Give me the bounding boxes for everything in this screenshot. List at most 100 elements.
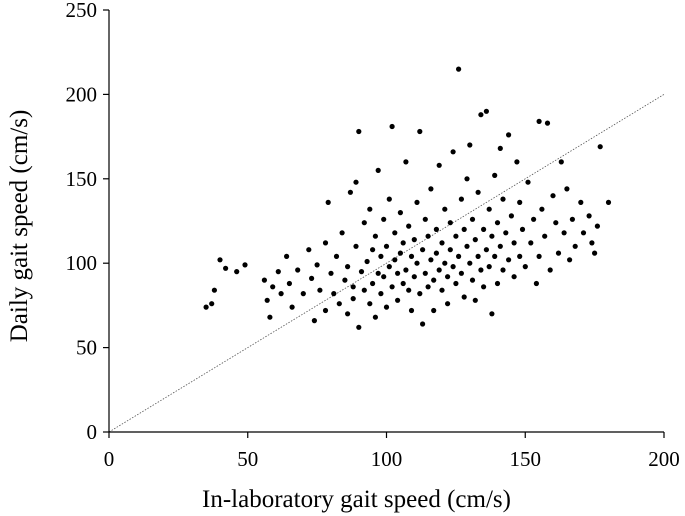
data-points-layer (203, 66, 612, 330)
data-point (234, 269, 240, 275)
y-tick-label: 200 (66, 82, 98, 106)
data-point (433, 226, 439, 232)
data-point (500, 196, 506, 202)
data-point (431, 307, 437, 314)
data-point (411, 237, 417, 243)
data-point (561, 230, 567, 236)
data-point (361, 287, 367, 293)
data-point (511, 240, 517, 246)
data-point (597, 144, 603, 150)
data-point (511, 274, 517, 280)
data-point (367, 301, 373, 307)
data-point (356, 324, 362, 330)
data-point (469, 277, 476, 283)
data-point (278, 291, 284, 297)
data-point (345, 311, 351, 317)
y-tick-label: 250 (66, 0, 98, 22)
data-point (406, 287, 412, 293)
data-point (531, 216, 537, 222)
data-point (406, 223, 412, 229)
data-point (370, 247, 376, 253)
data-point (347, 189, 353, 195)
data-point (569, 216, 576, 222)
data-point (478, 267, 484, 273)
y-tick-label: 0 (87, 420, 98, 444)
data-point (442, 206, 448, 212)
data-point (325, 199, 331, 205)
data-point (508, 213, 514, 219)
data-point (580, 230, 587, 236)
data-point (342, 277, 348, 283)
data-point (386, 196, 392, 202)
y-axis-title: Daily gait speed (cm/s) (6, 110, 33, 343)
data-point (589, 240, 595, 246)
data-point (536, 118, 542, 124)
data-point (400, 240, 406, 246)
data-point (442, 260, 448, 266)
identity-line-layer (108, 94, 665, 433)
data-point (306, 247, 312, 253)
data-point (489, 311, 495, 317)
data-point (414, 199, 420, 205)
data-point (428, 257, 434, 263)
data-point (209, 301, 215, 307)
y-tick-label: 150 (66, 167, 98, 191)
data-point (475, 189, 481, 195)
data-point (425, 233, 431, 239)
data-point (592, 250, 598, 256)
data-point (309, 275, 315, 281)
data-point (217, 257, 223, 263)
data-point (350, 296, 356, 302)
data-point (458, 270, 464, 276)
data-point (322, 240, 329, 246)
data-point (594, 223, 601, 229)
data-point (286, 280, 292, 287)
data-point (489, 233, 495, 239)
data-point (481, 284, 487, 290)
data-point (469, 216, 476, 222)
data-point (483, 108, 489, 114)
data-point (564, 186, 570, 192)
data-point (578, 199, 584, 205)
data-point (539, 206, 545, 212)
data-point (475, 253, 481, 259)
data-point (375, 270, 381, 276)
data-point (311, 318, 317, 324)
data-point (261, 277, 267, 283)
data-point (586, 213, 592, 219)
data-point (345, 264, 351, 270)
data-point (497, 243, 503, 249)
data-point (497, 145, 503, 151)
data-point (383, 304, 390, 310)
data-point (456, 66, 462, 72)
y-tick-label: 100 (66, 251, 98, 275)
data-point (408, 253, 415, 259)
data-point (392, 230, 398, 236)
data-point (397, 210, 403, 216)
data-point (494, 220, 501, 226)
data-point (270, 284, 276, 290)
data-point (223, 265, 229, 271)
data-point (433, 250, 439, 256)
data-point (517, 199, 523, 205)
data-point (267, 314, 273, 320)
data-point (461, 294, 467, 300)
data-point (525, 179, 531, 185)
axes-layer (103, 9, 665, 438)
labels-layer: 0 50 100 150 200 0 50 100 150 200 250 In-laboratory… (6, 0, 680, 513)
data-point (403, 159, 409, 165)
data-point (386, 264, 392, 270)
data-point (417, 291, 423, 297)
data-point (553, 220, 559, 226)
data-point (350, 284, 356, 290)
x-tick-label: 0 (104, 447, 115, 471)
data-point (528, 240, 534, 246)
data-point (519, 226, 526, 232)
data-point (450, 149, 456, 155)
data-point (331, 291, 337, 297)
data-point (420, 321, 426, 327)
data-point (481, 226, 487, 232)
data-point (400, 280, 406, 287)
data-point (483, 247, 489, 253)
